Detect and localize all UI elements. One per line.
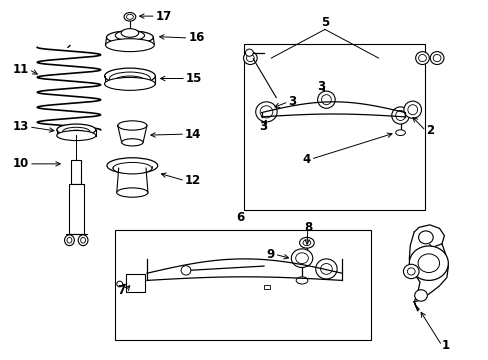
Text: 17: 17 <box>156 10 172 23</box>
Ellipse shape <box>128 275 142 291</box>
Bar <box>69 184 83 234</box>
Ellipse shape <box>113 162 152 174</box>
Ellipse shape <box>403 101 421 118</box>
Text: 8: 8 <box>303 221 311 234</box>
Ellipse shape <box>124 13 136 21</box>
Ellipse shape <box>117 188 148 197</box>
Ellipse shape <box>403 264 418 279</box>
Ellipse shape <box>106 31 153 44</box>
Ellipse shape <box>57 124 96 135</box>
Ellipse shape <box>432 54 440 62</box>
Text: 12: 12 <box>184 174 201 187</box>
Text: 3: 3 <box>259 120 266 133</box>
Bar <box>125 274 145 292</box>
Ellipse shape <box>418 231 432 244</box>
Ellipse shape <box>296 277 307 284</box>
Ellipse shape <box>115 31 144 41</box>
Ellipse shape <box>181 266 190 275</box>
Ellipse shape <box>255 102 277 122</box>
Bar <box>115 230 370 339</box>
Text: 7: 7 <box>117 284 125 297</box>
Ellipse shape <box>317 91 334 108</box>
Ellipse shape <box>320 264 331 274</box>
Ellipse shape <box>295 253 308 264</box>
Text: 9: 9 <box>266 248 274 261</box>
Ellipse shape <box>104 68 155 84</box>
Text: 1: 1 <box>441 339 449 352</box>
Text: 10: 10 <box>13 157 29 170</box>
Ellipse shape <box>303 240 310 246</box>
Bar <box>71 160 81 184</box>
Ellipse shape <box>245 49 253 56</box>
Text: 14: 14 <box>184 127 201 141</box>
Ellipse shape <box>260 106 272 118</box>
Ellipse shape <box>67 237 72 243</box>
Ellipse shape <box>408 246 447 280</box>
Ellipse shape <box>64 235 74 246</box>
Ellipse shape <box>395 130 405 135</box>
Ellipse shape <box>57 131 96 140</box>
Ellipse shape <box>109 72 150 85</box>
Ellipse shape <box>321 95 330 105</box>
Ellipse shape <box>391 107 408 124</box>
Ellipse shape <box>246 54 254 62</box>
Ellipse shape <box>315 259 336 279</box>
Ellipse shape <box>78 235 88 246</box>
Ellipse shape <box>107 158 158 174</box>
Text: 5: 5 <box>320 17 328 30</box>
Ellipse shape <box>429 51 443 64</box>
Ellipse shape <box>417 254 439 273</box>
Ellipse shape <box>407 268 414 275</box>
Ellipse shape <box>299 237 314 248</box>
Ellipse shape <box>81 237 85 243</box>
Ellipse shape <box>118 121 147 130</box>
Ellipse shape <box>415 51 428 64</box>
Ellipse shape <box>62 127 90 136</box>
Ellipse shape <box>105 39 154 51</box>
Ellipse shape <box>291 249 312 267</box>
Ellipse shape <box>122 139 143 146</box>
Ellipse shape <box>66 130 86 136</box>
Text: 4: 4 <box>302 153 310 166</box>
Text: 2: 2 <box>425 124 433 138</box>
Ellipse shape <box>117 281 122 287</box>
Ellipse shape <box>114 76 145 86</box>
Text: 16: 16 <box>188 31 204 45</box>
Ellipse shape <box>243 51 257 64</box>
Text: 15: 15 <box>185 72 202 85</box>
Ellipse shape <box>418 54 426 62</box>
Ellipse shape <box>126 14 133 19</box>
Ellipse shape <box>407 105 417 115</box>
Text: 3: 3 <box>317 80 325 93</box>
Text: 3: 3 <box>288 95 296 108</box>
Bar <box>244 44 424 211</box>
Ellipse shape <box>395 111 405 121</box>
Text: 11: 11 <box>13 63 29 76</box>
Ellipse shape <box>104 77 155 90</box>
Ellipse shape <box>414 290 427 301</box>
Text: 13: 13 <box>13 121 29 134</box>
Text: 6: 6 <box>236 211 244 224</box>
Bar <box>264 285 269 289</box>
Ellipse shape <box>121 29 139 37</box>
